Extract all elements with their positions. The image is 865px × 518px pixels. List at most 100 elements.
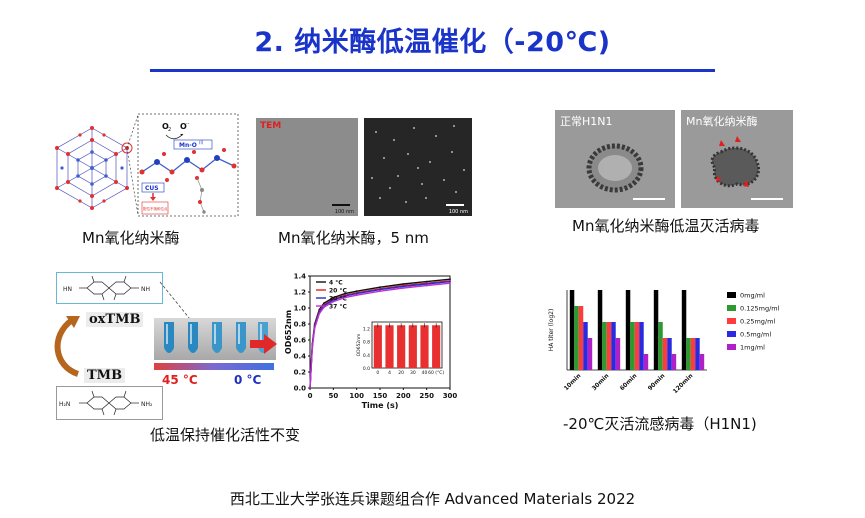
x-tick-label: 200	[396, 392, 411, 400]
x-tick-label: 100	[349, 392, 364, 400]
data-point	[449, 278, 451, 281]
inset-y-axis-label: OD652nm	[356, 334, 362, 357]
tem-dark-particles	[371, 125, 465, 203]
data-point	[355, 292, 358, 295]
inset-bar	[373, 325, 382, 368]
cus-label: CUS	[145, 185, 159, 192]
tem-label: TEM	[260, 121, 282, 131]
o2-radical: O	[180, 122, 187, 131]
legend-label: 37 °C	[329, 304, 347, 311]
ha-bar	[639, 322, 644, 370]
data-point	[402, 287, 405, 289]
legend-label: 20 °C	[329, 288, 347, 295]
tmb-scheme: HN NH oxTMB TMB H₂N NH₂	[46, 270, 276, 420]
series-line	[309, 282, 451, 389]
x-tick-label: 120min	[672, 372, 695, 395]
inset-bar	[385, 325, 394, 368]
ha-bar	[597, 290, 603, 370]
inset-x-tick-label: 60 (°C)	[428, 370, 444, 376]
virus-image-normal: 正常H1N1	[555, 110, 675, 208]
inset-bar	[397, 325, 406, 368]
ha-titer-chart: HA titer (log2) 10min 30min 60min 90min 120mi…	[548, 290, 780, 395]
inset-y-tick-label: 0.8	[363, 340, 370, 346]
x-tick-label: 150	[373, 392, 388, 400]
dashed-connector	[159, 281, 195, 325]
oxtmb-nh: NH	[141, 286, 150, 293]
data-point	[344, 292, 346, 295]
y-axis-label: OD652nm	[284, 310, 293, 354]
legend-label: 0.25mg/ml	[740, 318, 775, 326]
virus-treated-label: Mn氧化纳米酶	[686, 115, 758, 128]
ha-bar	[574, 306, 579, 370]
y-axis-label: HA titer (log2)	[548, 309, 555, 352]
data-point	[402, 285, 405, 288]
x-axis-label: Time (s)	[362, 401, 399, 410]
tem-scale-bar-1	[332, 204, 350, 206]
y-tick-label: 0.4	[294, 353, 307, 361]
inset-bar	[408, 325, 417, 368]
x-tick-label: 90min	[647, 372, 667, 392]
y-tick-label: 0.2	[294, 369, 307, 377]
data-point	[344, 296, 346, 299]
inset-frame	[371, 321, 443, 369]
oxtmb-label: oxTMB	[86, 312, 144, 327]
ha-caption: -20℃灭活流感病毒（H1N1)	[563, 415, 757, 433]
data-point	[332, 300, 335, 303]
x-tick-label: 60min	[619, 372, 639, 392]
y-tick-label: 0.6	[294, 337, 307, 345]
ha-bar	[658, 322, 663, 370]
tem-image-dark: 100 nm	[364, 118, 472, 216]
legend-label: 30 °C	[329, 296, 347, 303]
ha-bar	[583, 322, 588, 370]
ha-bar	[634, 322, 640, 370]
ha-bar	[699, 354, 705, 370]
x-tick-label: 10min	[563, 372, 583, 392]
legend-label: 0mg/ml	[740, 292, 765, 300]
y-tick-label: 1.4	[294, 273, 307, 281]
mn-o-sup: (I)	[199, 140, 204, 145]
temperature-gradient-bar	[154, 363, 274, 370]
tem-scale-label-1: 100 nm	[334, 209, 354, 215]
legend-swatch	[727, 344, 736, 350]
tem-caption: Mn氧化纳米酶，5 nm	[278, 229, 429, 247]
x-tick-label: 250	[419, 392, 434, 400]
data-point	[425, 283, 428, 285]
ha-bar	[606, 322, 612, 370]
ha-bar	[587, 338, 593, 370]
temperature-hot-label: 45 °C	[162, 373, 198, 387]
activity-caption: 低温保持催化活性不变	[150, 426, 301, 444]
data-point	[425, 284, 428, 287]
data-point	[379, 288, 381, 291]
data-point	[355, 290, 358, 293]
od-time-chart: 0.00.20.40.60.81.01.21.40 50 100 150 200 250 3…	[284, 273, 457, 411]
o2-subscript: 2	[168, 127, 171, 133]
virus-normal-label: 正常H1N1	[560, 115, 613, 128]
inset-bar	[420, 325, 429, 368]
inset-bar	[432, 325, 441, 368]
ha-bar	[667, 338, 672, 370]
tmb-label: TMB	[84, 368, 126, 383]
ha-bar	[630, 322, 635, 370]
ha-bar	[671, 354, 677, 370]
virus-scale-bar-2	[751, 198, 783, 200]
legend-label: 0.125mg/ml	[740, 305, 780, 313]
data-point	[344, 295, 346, 297]
y-tick-label: 0.8	[294, 321, 307, 329]
x-tick-label: 0	[308, 392, 313, 400]
ha-bar	[625, 290, 631, 370]
structure-diagram: O 2 O ·- Mn-O (I) CUS 配位不饱和位点	[55, 113, 239, 217]
inset-y-tick-label: 0.4	[363, 353, 370, 359]
tmb-molecule-icon: H₂N NH₂	[59, 390, 153, 416]
data-point	[355, 294, 358, 297]
ha-bar	[643, 354, 649, 370]
temperature-cold-label: 0 °C	[234, 373, 262, 387]
hex-lattice	[55, 126, 133, 210]
virus-image-treated: Mn氧化纳米酶	[681, 110, 793, 208]
y-tick-label: 0.0	[294, 385, 307, 393]
ha-bar	[695, 338, 700, 370]
ha-bar	[602, 322, 607, 370]
pink-label: 配位不饱和位点	[143, 206, 168, 211]
legend-swatch	[727, 331, 736, 337]
mn-o-label: Mn-O	[179, 142, 197, 149]
inset-x-tick-label: 0	[376, 370, 379, 376]
